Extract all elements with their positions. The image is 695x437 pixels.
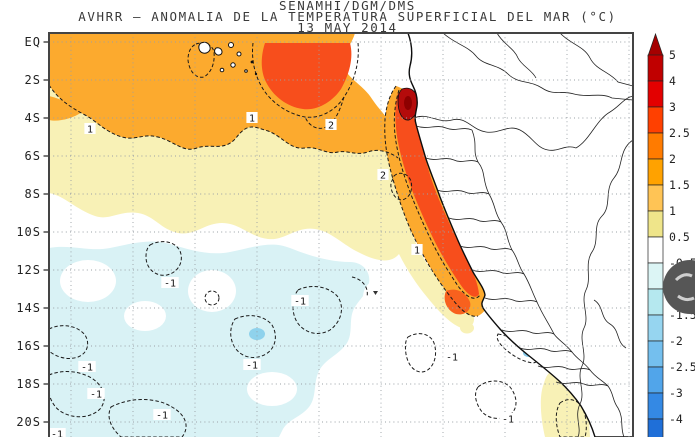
colorbar-segment: [648, 133, 663, 159]
colorbar-tick-label: 2: [669, 152, 676, 166]
colorbar-segment: [648, 185, 663, 211]
colorbar-arrow: [648, 34, 663, 56]
colorbar-segment: [648, 315, 663, 341]
lat-label-12S: 12S: [16, 263, 41, 277]
sst-anomaly-figure: SENAMHI/DGM/DMS AVHRR – ANOMALIA DE LA T…: [0, 0, 695, 437]
anomaly-map: 11221-1-1-1-1-1-1-1-1-1 EQ2S4S6S8S10S12S…: [0, 0, 695, 437]
colorbar-tick-label: 4: [669, 74, 676, 88]
colorbar-segment: [648, 393, 663, 419]
lat-label-8S: 8S: [25, 187, 41, 201]
colorbar-segment: [648, 289, 663, 315]
lat-label-4S: 4S: [25, 111, 41, 125]
contour-label: 1: [249, 114, 255, 125]
contour-label: -1: [51, 430, 63, 437]
colorbar-segment: [648, 107, 663, 133]
contour-label: -1: [156, 411, 168, 422]
contour-label: -1: [90, 390, 102, 401]
contour-label: -1: [246, 361, 258, 372]
colorbar-tick-label: -3: [669, 386, 683, 400]
colorbar-tick-label: 5: [669, 48, 676, 62]
colorbar-segment: [648, 55, 663, 81]
colorbar-segment: [648, 367, 663, 393]
lat-label-EQ: EQ: [25, 35, 41, 49]
lat-label-2S: 2S: [25, 73, 41, 87]
contour-label: -1: [164, 279, 176, 290]
colorbar-tick-label: 0.5: [669, 230, 690, 244]
lat-label-20S: 20S: [16, 415, 41, 429]
lat-label-18S: 18S: [16, 377, 41, 391]
colorbar-tick-label: 1.5: [669, 178, 690, 192]
contour-label: -1: [294, 297, 306, 308]
lat-label-14S: 14S: [16, 301, 41, 315]
colorbar-tick-label: -2: [669, 334, 683, 348]
contour-label: 1: [87, 125, 93, 136]
contour-label: 2: [380, 171, 386, 182]
lat-label-16S: 16S: [16, 339, 41, 353]
colorbar-tick-label: -2.5: [669, 360, 695, 374]
contour-label: -1: [81, 363, 93, 374]
colorbar-segment: [648, 419, 663, 437]
colorbar-tick-label: 1: [669, 204, 676, 218]
colorbar-tick-label: 2.5: [669, 126, 690, 140]
lat-label-6S: 6S: [25, 149, 41, 163]
latitude-axis: EQ 2S 4S 6S 8S 10S 12S 14S 16S 18S 20S: [16, 35, 49, 429]
colorbar-tick-label: 3: [669, 100, 676, 114]
colorbar-segment: [648, 237, 663, 263]
map-body: 1 1 2 2 1 -1 -1 -1 -1 -1 -1 -1 -1 -1: [48, 33, 633, 437]
colorbar-segment: [648, 159, 663, 185]
contour-label: -1: [446, 353, 458, 364]
contour-label: 2: [328, 121, 334, 132]
colorbar-segment: [648, 81, 663, 107]
colorbar-tick-label: -4: [669, 412, 683, 426]
colorbar-segment: [648, 211, 663, 237]
colorbar-legend: 5432.521.510.5-0.5-1-1.5-2-2.5-3-4: [648, 34, 695, 437]
lat-label-10S: 10S: [16, 225, 41, 239]
contour-label: -1: [502, 415, 514, 426]
contour-label: 1: [414, 246, 420, 257]
colorbar-segment: [648, 263, 663, 289]
colorbar-segment: [648, 341, 663, 367]
watermark-circle[interactable]: [663, 260, 695, 314]
